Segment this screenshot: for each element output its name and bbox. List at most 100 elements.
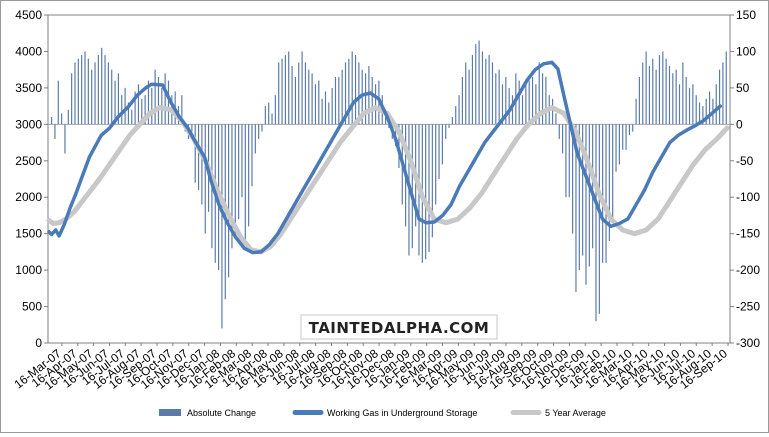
bar-absolute-change	[354, 55, 357, 125]
bar-absolute-change	[525, 84, 527, 125]
watermark-box	[300, 314, 498, 340]
bar-absolute-change	[438, 124, 440, 179]
bar-absolute-change	[568, 124, 570, 198]
y-left-tick-label: 4500	[15, 8, 42, 22]
y-left-tick-label: 2000	[15, 190, 42, 204]
bar-absolute-change	[314, 84, 317, 125]
bar-absolute-change	[201, 124, 203, 205]
bar-absolute-change	[204, 124, 206, 234]
bar-absolute-change	[228, 124, 230, 278]
bar-absolute-change	[154, 69, 156, 125]
bar-absolute-change	[221, 124, 223, 329]
bar-absolute-change	[248, 124, 250, 227]
bar-absolute-change	[147, 80, 150, 125]
bar-absolute-change	[107, 62, 109, 125]
bar-absolute-change	[658, 55, 661, 125]
bar-absolute-change	[298, 62, 300, 125]
bar-absolute-change	[675, 69, 677, 125]
bar-absolute-change	[81, 55, 83, 125]
bar-absolute-change	[54, 124, 56, 139]
bar-absolute-change	[331, 87, 333, 125]
bar-absolute-change	[141, 98, 143, 125]
y-left-tick-label: 500	[22, 300, 42, 314]
bar-absolute-change	[197, 124, 200, 190]
bar-absolute-change	[635, 98, 637, 125]
bar-absolute-change	[121, 95, 123, 125]
bar-absolute-change	[344, 62, 347, 125]
bar-absolute-change	[411, 124, 413, 249]
y-left-tick-label: 4000	[15, 44, 42, 58]
bar-absolute-change	[488, 55, 490, 125]
y-left-tick-label: 0	[35, 336, 42, 350]
bar-absolute-change	[615, 124, 617, 172]
bar-absolute-change	[358, 62, 360, 125]
bar-absolute-change	[511, 95, 514, 125]
bar-absolute-change	[618, 124, 620, 165]
bar-absolute-change	[458, 95, 460, 125]
bar-absolute-change	[258, 124, 260, 139]
bar-absolute-change	[455, 106, 457, 125]
bar-absolute-change	[692, 84, 694, 125]
bar-absolute-change	[541, 73, 544, 125]
bar-absolute-change	[608, 124, 610, 241]
y-right-tick-label: -300	[736, 336, 760, 350]
bar-absolute-change	[595, 124, 597, 322]
bar-absolute-change	[521, 95, 524, 125]
bar-absolute-change	[274, 95, 276, 125]
y-right-tick-label: -100	[736, 190, 760, 204]
line-working-gas	[47, 60, 723, 255]
bar-absolute-change	[475, 44, 477, 125]
bar-absolute-change	[575, 124, 577, 292]
bar-absolute-change	[261, 124, 263, 132]
bar-absolute-change	[582, 124, 584, 256]
bar-absolute-change	[194, 124, 196, 183]
bar-absolute-change	[451, 117, 453, 125]
bar-absolute-change	[338, 76, 340, 125]
bar-absolute-change	[578, 124, 580, 271]
bar-absolute-change	[71, 73, 73, 125]
bar-absolute-change	[61, 113, 63, 125]
bar-absolute-change	[311, 73, 313, 125]
bar-absolute-change	[682, 62, 684, 125]
y-left-tick-label: 1000	[15, 263, 42, 277]
bar-absolute-change	[612, 124, 614, 220]
bar-absolute-change	[572, 124, 574, 234]
bar-absolute-change	[695, 95, 697, 125]
y-left-tick-label: 2500	[15, 154, 42, 168]
bar-absolute-change	[625, 124, 627, 150]
bar-absolute-change	[328, 102, 330, 125]
bar-absolute-change	[602, 124, 604, 263]
bar-absolute-change	[94, 62, 96, 125]
bar-absolute-change	[104, 55, 106, 125]
bar-absolute-change	[351, 51, 353, 125]
bar-absolute-change	[632, 124, 634, 132]
bar-absolute-change	[628, 124, 630, 136]
bar-absolute-change	[291, 66, 293, 125]
bar-absolute-change	[264, 106, 266, 125]
bar-absolute-change	[134, 91, 136, 125]
bar-absolute-change	[341, 69, 343, 125]
bar-absolute-change	[74, 62, 76, 125]
bar-absolute-change	[167, 80, 170, 125]
bar-absolute-change	[481, 51, 484, 125]
bar-absolute-change	[535, 84, 537, 125]
bar-absolute-change	[425, 124, 427, 260]
bar-absolute-change	[495, 73, 497, 125]
bar-absolute-change	[685, 76, 687, 125]
y-right-tick-label: 100	[736, 44, 756, 58]
bar-absolute-change	[655, 69, 657, 125]
bar-absolute-change	[565, 124, 567, 198]
bar-absolute-change	[555, 113, 557, 125]
y-right-tick-label: 150	[736, 8, 756, 22]
bar-absolute-change	[665, 58, 667, 125]
bar-absolute-change	[471, 55, 474, 125]
bar-absolute-change	[308, 69, 310, 125]
bar-absolute-change	[705, 98, 707, 125]
bar-absolute-change	[164, 73, 166, 125]
bar-absolute-change	[321, 98, 323, 125]
bar-absolute-change	[725, 51, 727, 125]
bar-absolute-change	[672, 73, 674, 125]
bar-absolute-change	[485, 58, 487, 125]
bar-absolute-change	[371, 76, 373, 125]
bar-absolute-change	[238, 124, 240, 220]
